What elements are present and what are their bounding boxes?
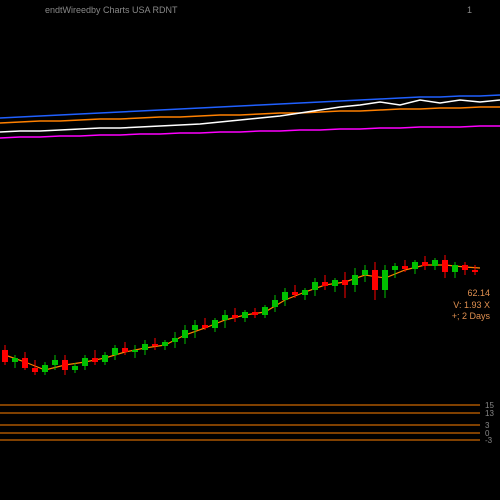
last-price: 62.14 xyxy=(452,288,490,300)
chart-title: endtWireedby Charts USA RDNT xyxy=(45,5,178,15)
days-label: +; 2 Days xyxy=(452,311,490,323)
oscillator-panel[interactable]: 151330-3 xyxy=(0,400,500,470)
price-panel[interactable] xyxy=(0,170,500,390)
volume-label: V: 1.93 X xyxy=(452,300,490,312)
price-info: 62.14 V: 1.93 X +; 2 Days xyxy=(452,288,490,323)
svg-text:13: 13 xyxy=(485,409,494,418)
indicator-panel[interactable] xyxy=(0,20,500,170)
svg-text:-3: -3 xyxy=(485,436,493,445)
chart-interval: 1 xyxy=(467,5,472,15)
